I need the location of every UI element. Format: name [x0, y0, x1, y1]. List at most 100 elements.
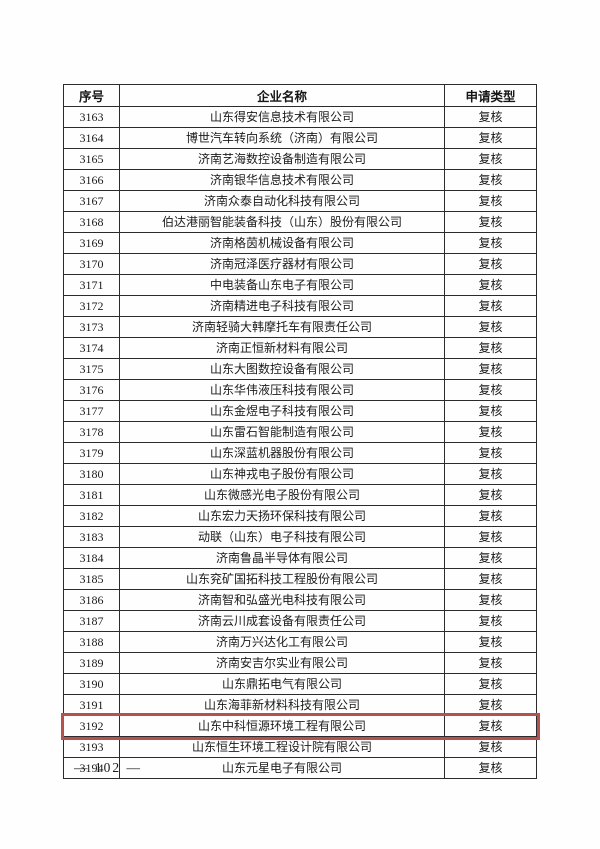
row-serial-number: 3172: [63, 295, 120, 317]
row-application-type: 复核: [444, 505, 537, 527]
table-row: 3164 博世汽车转向系统（济南）有限公司 复核: [63, 127, 537, 149]
row-serial-number: 3178: [63, 421, 120, 443]
table-row: 3185 山东兖矿国拓科技工程股份有限公司 复核: [63, 568, 537, 590]
row-application-type: 复核: [444, 400, 537, 422]
row-company-name: 山东中科恒源环境工程有限公司: [119, 715, 445, 737]
row-serial-number: 3163: [63, 106, 120, 128]
row-company-name: 山东元星电子有限公司: [119, 757, 445, 779]
table-body: 3163 山东得安信息技术有限公司 复核 3164 博世汽车转向系统（济南）有限…: [60, 106, 540, 779]
row-company-name: 济南云川成套设备有限责任公司: [119, 610, 445, 632]
table-row: 3180 山东神戎电子股份有限公司 复核: [63, 463, 537, 485]
row-company-name: 济南冠泽医疗器材有限公司: [119, 253, 445, 275]
table-row: 3173 济南轻骑大韩摩托车有限责任公司 复核: [63, 316, 537, 338]
row-company-name: 山东宏力天扬环保科技有限公司: [119, 505, 445, 527]
row-company-name: 中电装备山东电子有限公司: [119, 274, 445, 296]
table-row: 3174 济南正恒新材料有限公司 复核: [63, 337, 537, 359]
table-row: 3186 济南智和弘盛光电科技有限公司 复核: [63, 589, 537, 611]
row-application-type: 复核: [444, 610, 537, 632]
row-application-type: 复核: [444, 463, 537, 485]
row-company-name: 济南银华信息技术有限公司: [119, 169, 445, 191]
row-company-name: 山东得安信息技术有限公司: [119, 106, 445, 128]
row-serial-number: 3179: [63, 442, 120, 464]
row-serial-number: 3173: [63, 316, 120, 338]
row-serial-number: 3168: [63, 211, 120, 233]
row-application-type: 复核: [444, 631, 537, 653]
row-serial-number: 3184: [63, 547, 120, 569]
table-row: 3169 济南格茵机械设备有限公司 复核: [63, 232, 537, 254]
table-row: 3189 济南安吉尔实业有限公司 复核: [63, 652, 537, 674]
row-company-name: 济南安吉尔实业有限公司: [119, 652, 445, 674]
table-row: 3166 济南银华信息技术有限公司 复核: [63, 169, 537, 191]
row-company-name: 山东雷石智能制造有限公司: [119, 421, 445, 443]
row-application-type: 复核: [444, 253, 537, 275]
row-application-type: 复核: [444, 337, 537, 359]
row-serial-number: 3169: [63, 232, 120, 254]
table-row: 3188 济南万兴达化工有限公司 复核: [63, 631, 537, 653]
row-company-name: 山东深蓝机器股份有限公司: [119, 442, 445, 464]
table-row: 3177 山东金煜电子科技有限公司 复核: [63, 400, 537, 422]
row-serial-number: 3188: [63, 631, 120, 653]
row-company-name: 济南万兴达化工有限公司: [119, 631, 445, 653]
row-company-name: 伯达港丽智能装备科技（山东）股份有限公司: [119, 211, 445, 233]
row-company-name: 山东金煜电子科技有限公司: [119, 400, 445, 422]
row-company-name: 博世汽车转向系统（济南）有限公司: [119, 127, 445, 149]
row-application-type: 复核: [444, 652, 537, 674]
table-row: 3176 山东华伟液压科技有限公司 复核: [63, 379, 537, 401]
table-row: 3178 山东雷石智能制造有限公司 复核: [63, 421, 537, 443]
row-application-type: 复核: [444, 484, 537, 506]
row-company-name: 山东恒生环境工程设计院有限公司: [119, 736, 445, 758]
table-row: 3168 伯达港丽智能装备科技（山东）股份有限公司 复核: [63, 211, 537, 233]
row-company-name: 济南格茵机械设备有限公司: [119, 232, 445, 254]
row-company-name: 山东兖矿国拓科技工程股份有限公司: [119, 568, 445, 590]
row-serial-number: 3191: [63, 694, 120, 716]
row-serial-number: 3186: [63, 589, 120, 611]
row-company-name: 济南众泰自动化科技有限公司: [119, 190, 445, 212]
table-row: 3170 济南冠泽医疗器材有限公司 复核: [63, 253, 537, 275]
row-company-name: 山东鼎拓电气有限公司: [119, 673, 445, 695]
table-row: 3172 济南精进电子科技有限公司 复核: [63, 295, 537, 317]
row-serial-number: 3176: [63, 379, 120, 401]
table-row: 3184 济南鲁晶半导体有限公司 复核: [63, 547, 537, 569]
row-serial-number: 3185: [63, 568, 120, 590]
table-row: 3191 山东海菲新材料科技有限公司 复核: [63, 694, 537, 716]
row-serial-number: 3174: [63, 337, 120, 359]
table-row: 3171 中电装备山东电子有限公司 复核: [63, 274, 537, 296]
row-company-name: 济南精进电子科技有限公司: [119, 295, 445, 317]
row-application-type: 复核: [444, 379, 537, 401]
table-row: 3175 山东大图数控设备有限公司 复核: [63, 358, 537, 380]
row-company-name: 山东海菲新材料科技有限公司: [119, 694, 445, 716]
row-application-type: 复核: [444, 547, 537, 569]
row-serial-number: 3189: [63, 652, 120, 674]
row-application-type: 复核: [444, 568, 537, 590]
table-row: 3187 济南云川成套设备有限责任公司 复核: [63, 610, 537, 632]
page-number: — 102 —: [74, 760, 142, 775]
row-serial-number: 3192: [63, 715, 120, 737]
row-application-type: 复核: [444, 715, 537, 737]
row-serial-number: 3194: [63, 757, 120, 779]
row-application-type: 复核: [444, 295, 537, 317]
row-company-name: 山东神戎电子股份有限公司: [119, 463, 445, 485]
row-application-type: 复核: [444, 358, 537, 380]
row-serial-number: 3183: [63, 526, 120, 548]
header-company-name: 企业名称: [119, 84, 445, 107]
row-application-type: 复核: [444, 316, 537, 338]
row-company-name: 山东大图数控设备有限公司: [119, 358, 445, 380]
row-company-name: 济南艺海数控设备制造有限公司: [119, 148, 445, 170]
row-company-name: 山东微感光电子股份有限公司: [119, 484, 445, 506]
row-application-type: 复核: [444, 442, 537, 464]
row-application-type: 复核: [444, 211, 537, 233]
row-application-type: 复核: [444, 757, 537, 779]
table-row: 3183 动联（山东）电子科技有限公司 复核: [63, 526, 537, 548]
row-company-name: 济南轻骑大韩摩托车有限责任公司: [119, 316, 445, 338]
row-serial-number: 3166: [63, 169, 120, 191]
row-serial-number: 3182: [63, 505, 120, 527]
row-serial-number: 3165: [63, 148, 120, 170]
header-serial-number: 序号: [63, 84, 120, 107]
row-company-name: 山东华伟液压科技有限公司: [119, 379, 445, 401]
row-application-type: 复核: [444, 106, 537, 128]
table-row: 3165 济南艺海数控设备制造有限公司 复核: [63, 148, 537, 170]
table-row: 3163 山东得安信息技术有限公司 复核: [63, 106, 537, 128]
row-application-type: 复核: [444, 274, 537, 296]
row-serial-number: 3177: [63, 400, 120, 422]
